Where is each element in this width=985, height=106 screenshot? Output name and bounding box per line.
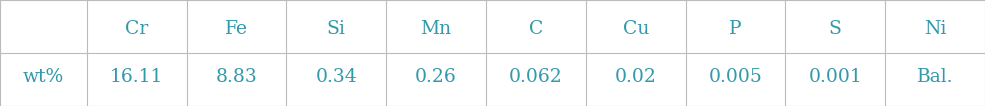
Text: Fe: Fe (225, 20, 248, 38)
Text: 0.062: 0.062 (509, 68, 562, 86)
Text: 0.001: 0.001 (809, 68, 862, 86)
Text: C: C (529, 20, 543, 38)
Text: Mn: Mn (421, 20, 452, 38)
Text: 0.34: 0.34 (315, 68, 358, 86)
Text: 0.26: 0.26 (416, 68, 457, 86)
Text: 16.11: 16.11 (110, 68, 164, 86)
Text: 0.005: 0.005 (708, 68, 762, 86)
Text: Si: Si (327, 20, 346, 38)
Text: 0.02: 0.02 (615, 68, 657, 86)
Text: wt%: wt% (23, 68, 64, 86)
Text: Cr: Cr (125, 20, 149, 38)
Text: S: S (828, 20, 842, 38)
Text: Cu: Cu (623, 20, 649, 38)
Text: Bal.: Bal. (917, 68, 953, 86)
Text: P: P (729, 20, 742, 38)
Text: 8.83: 8.83 (216, 68, 257, 86)
Text: Ni: Ni (924, 20, 947, 38)
